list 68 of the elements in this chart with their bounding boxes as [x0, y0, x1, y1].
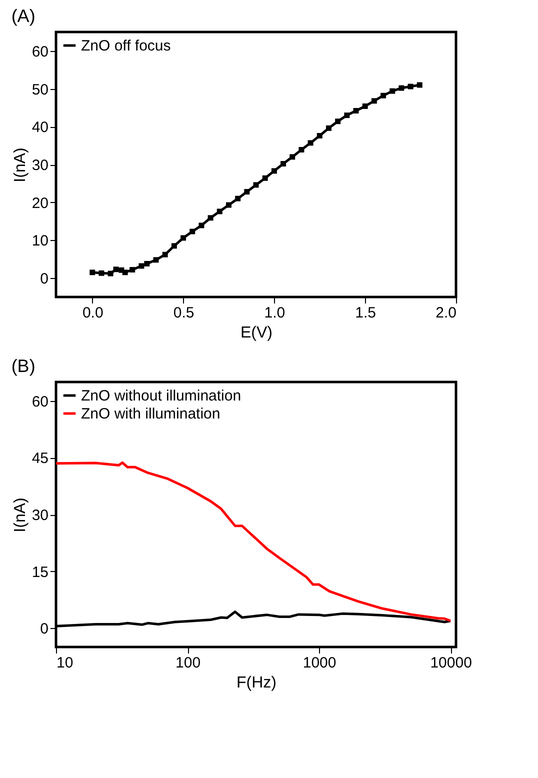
- point: [380, 92, 386, 98]
- point: [335, 118, 341, 124]
- point: [298, 146, 304, 152]
- x-axis-title: E(V): [240, 324, 272, 342]
- x-tick-label: 0.0: [82, 304, 104, 322]
- point: [290, 154, 296, 160]
- x-tick-label: 1.0: [264, 304, 286, 322]
- point: [226, 202, 232, 208]
- point: [326, 125, 332, 131]
- x-tick-label: 2.0: [436, 304, 456, 322]
- legend-label: ZnO off focus: [81, 38, 171, 54]
- point: [98, 270, 104, 276]
- point: [408, 84, 414, 90]
- point: [416, 82, 422, 88]
- point: [271, 168, 277, 174]
- point: [190, 228, 196, 234]
- y-tick-label: 15: [32, 564, 48, 581]
- x-tick-label: 100: [176, 654, 201, 672]
- point: [144, 260, 150, 266]
- point: [235, 196, 241, 202]
- point: [113, 266, 119, 272]
- point: [216, 208, 222, 214]
- point: [208, 215, 214, 221]
- point: [371, 98, 377, 104]
- x-tick-label: 0.5: [173, 304, 194, 322]
- chart-title: (B): [11, 356, 36, 376]
- point: [180, 235, 186, 241]
- point: [308, 140, 314, 146]
- y-axis-title: I(nA): [12, 498, 29, 532]
- legend-label: ZnO without illumination: [81, 388, 242, 404]
- point: [122, 270, 128, 276]
- y-tick-label: 20: [32, 194, 48, 212]
- y-tick-label: 50: [32, 81, 48, 98]
- point: [130, 267, 136, 272]
- y-axis-title: I(nA): [12, 148, 29, 182]
- y-tick-label: 40: [32, 119, 48, 136]
- x-axis-title: F(Hz): [236, 674, 276, 692]
- y-tick-label: 45: [32, 450, 48, 468]
- point: [362, 103, 368, 109]
- y-tick-label: 60: [32, 393, 48, 410]
- point: [108, 270, 114, 276]
- x-tick-label: 1.5: [355, 304, 376, 322]
- y-tick-label: 10: [32, 232, 48, 250]
- point: [171, 243, 177, 249]
- x-tick-label: 10: [56, 654, 74, 672]
- point: [90, 270, 96, 276]
- point: [262, 175, 268, 181]
- point: [153, 257, 159, 263]
- point: [138, 263, 144, 269]
- y-tick-label: 60: [32, 43, 48, 60]
- x-tick-label: 1000: [302, 654, 336, 672]
- point: [198, 222, 204, 228]
- y-tick-label: 30: [32, 507, 48, 524]
- point: [280, 161, 286, 166]
- point: [244, 189, 250, 194]
- point: [353, 108, 359, 114]
- chart-title: (A): [11, 6, 36, 26]
- point: [162, 252, 168, 258]
- point: [253, 182, 259, 188]
- point: [344, 112, 350, 118]
- y-tick-label: 0: [40, 620, 48, 638]
- x-tick-label: 10000: [430, 654, 472, 672]
- point: [316, 132, 322, 138]
- point: [398, 85, 404, 91]
- y-tick-label: 30: [32, 157, 48, 174]
- legend-label: ZnO with illumination: [81, 406, 220, 422]
- point: [390, 88, 396, 94]
- y-tick-label: 0: [40, 270, 48, 288]
